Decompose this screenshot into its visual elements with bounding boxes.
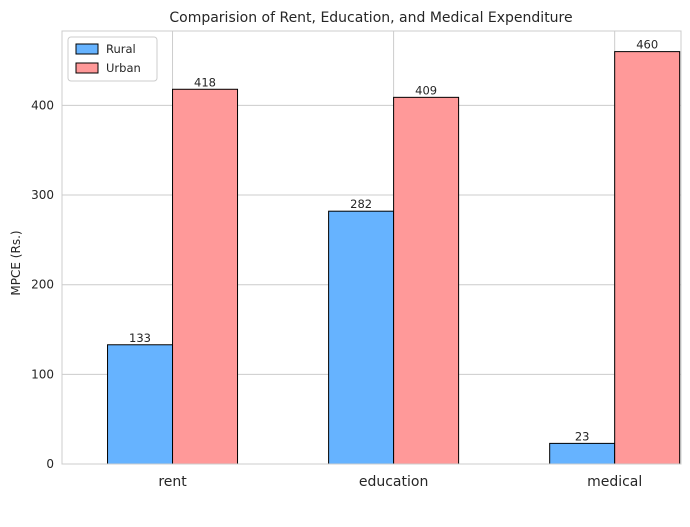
y-tick-label: 300	[31, 188, 54, 202]
bars	[107, 51, 681, 465]
data-label: 133	[129, 331, 151, 345]
legend-swatch-urban	[75, 62, 99, 74]
y-tick-label: 0	[46, 457, 54, 471]
y-tick-label: 400	[31, 98, 54, 112]
legend-label: Urban	[106, 61, 141, 75]
bar-urban-rent	[172, 88, 239, 465]
bar-rural-medical	[549, 442, 616, 465]
legend: Rural Urban	[67, 36, 158, 82]
bar-urban-medical	[614, 51, 681, 465]
bar-rural-rent	[107, 344, 174, 465]
x-axis-ticks: rent education medical	[158, 474, 642, 490]
data-label: 23	[575, 429, 590, 443]
legend-items: Rural Urban	[75, 42, 141, 75]
x-tick-label: education	[359, 474, 428, 490]
data-label: 418	[194, 75, 216, 89]
y-tick-label: 100	[31, 367, 54, 381]
y-axis-label: MPCE (Rs.)	[9, 230, 23, 295]
plot-frame	[61, 30, 682, 465]
y-axis-ticks: 0 100 200 300 400	[31, 98, 54, 471]
bar-rural-education	[328, 210, 395, 465]
data-label: 409	[415, 83, 437, 97]
data-labels: 133 282 23 418 409 460	[129, 38, 658, 444]
y-tick-label: 200	[31, 278, 54, 292]
x-tick-label: rent	[158, 474, 187, 490]
legend-swatch-rural	[75, 43, 99, 55]
data-label: 460	[636, 38, 658, 52]
bar-urban-education	[393, 96, 460, 465]
data-label: 282	[350, 197, 372, 211]
x-tick-label: medical	[587, 474, 642, 490]
legend-label: Rural	[106, 42, 136, 56]
chart-title: Comparision of Rent, Education, and Medi…	[169, 10, 572, 26]
